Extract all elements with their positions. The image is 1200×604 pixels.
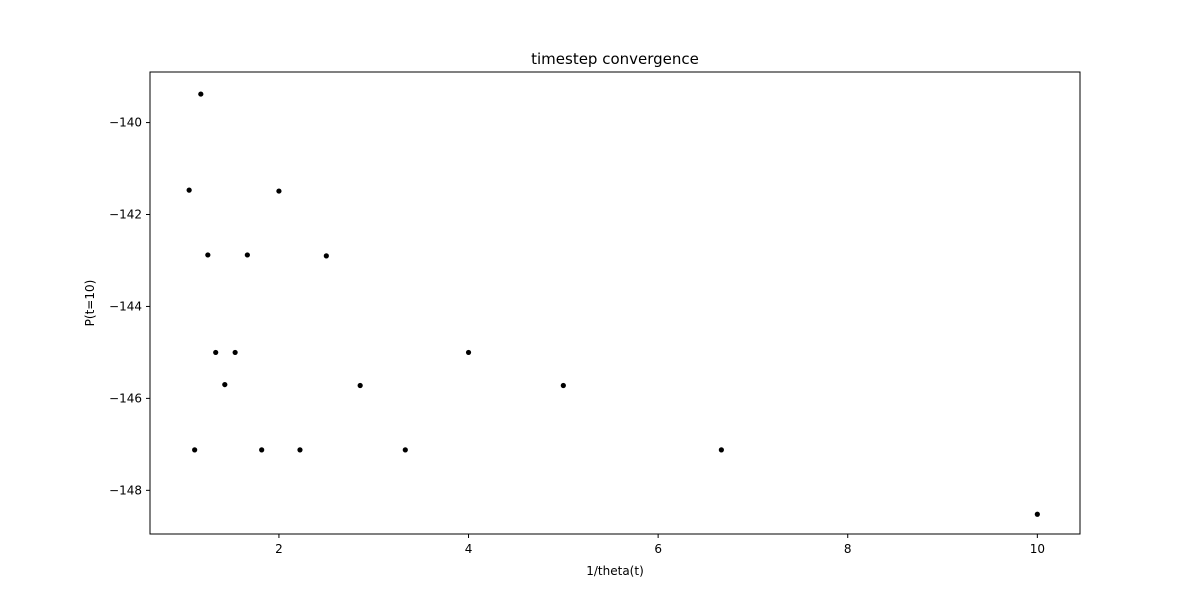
data-point	[1034, 511, 1040, 517]
data-point	[186, 187, 192, 193]
y-tick-label: −142	[109, 208, 142, 222]
data-point	[465, 349, 472, 356]
data-point	[402, 447, 408, 453]
x-tick-label: 2	[275, 542, 283, 556]
y-tick-label: −140	[109, 116, 142, 130]
data-point	[323, 253, 329, 259]
data-point	[297, 447, 303, 453]
y-axis-label: P(t=10)	[83, 280, 97, 327]
x-tick-label: 4	[465, 542, 473, 556]
y-tick-label: −146	[109, 391, 142, 405]
x-tick-label: 6	[654, 542, 662, 556]
data-point	[357, 382, 363, 389]
y-tick-label: −148	[109, 483, 142, 497]
y-tick-label: −144	[109, 299, 142, 313]
x-tick-label: 8	[844, 542, 852, 556]
data-point	[222, 381, 228, 388]
data-point	[276, 188, 282, 194]
data-point	[205, 252, 211, 258]
plot-area-frame	[149, 71, 1081, 535]
x-axis-label: 1/theta(t)	[586, 564, 644, 578]
chart-title: timestep convergence	[531, 50, 699, 68]
axis-ticks: 2 4 6 8 10 −148 −146 −144 −142 −140	[109, 116, 1045, 556]
data-point	[560, 382, 566, 389]
data-point	[259, 447, 265, 453]
data-point	[718, 447, 724, 453]
data-point	[198, 91, 204, 97]
data-point	[213, 349, 219, 356]
data-point	[192, 447, 198, 453]
x-tick-label: 10	[1030, 542, 1045, 556]
data-points	[186, 91, 1040, 517]
data-point	[244, 252, 250, 258]
data-point	[232, 349, 238, 356]
